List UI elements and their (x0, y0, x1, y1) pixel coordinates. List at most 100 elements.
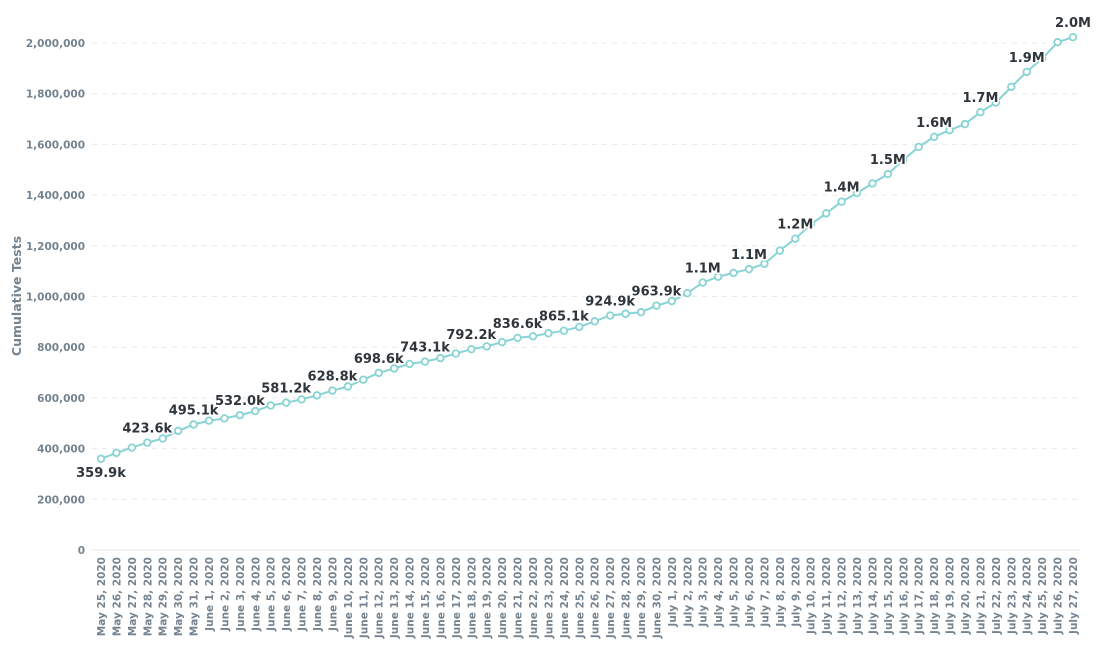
data-label: 1.9M (1009, 51, 1045, 66)
data-point (220, 414, 229, 423)
x-tick-label: June 9, 2020 (327, 557, 339, 632)
x-tick-label: June 7, 2020 (297, 557, 309, 632)
data-point (528, 332, 538, 341)
data-point (590, 317, 599, 326)
data-label: 1.6M (916, 116, 952, 131)
data-label: 359.9k (76, 466, 126, 481)
data-point (760, 259, 769, 268)
x-tick-label: May 26, 2020 (111, 557, 123, 636)
x-tick-label: June 8, 2020 (312, 557, 324, 632)
data-point (945, 126, 954, 135)
x-tick-label: June 6, 2020 (281, 557, 293, 632)
data-point (112, 448, 121, 458)
data-point (405, 359, 414, 369)
data-point (436, 353, 445, 363)
y-tick-label: 0 (78, 545, 85, 557)
data-point (868, 179, 877, 188)
x-tick-label: June 16, 2020 (435, 557, 447, 639)
data-point (281, 398, 291, 407)
data-label: 698.6k (354, 352, 404, 367)
x-tick-label: June 20, 2020 (497, 557, 509, 639)
x-tick-label: June 25, 2020 (574, 557, 586, 639)
x-tick-label: May 25, 2020 (96, 557, 108, 636)
series-line (100, 36, 1074, 460)
x-tick-label: July 24, 2020 (1022, 557, 1034, 635)
y-tick-label: 600,000 (37, 393, 85, 405)
x-tick-label: July 16, 2020 (898, 557, 910, 635)
series-cumulative-tests (96, 32, 1078, 463)
data-point (976, 108, 985, 117)
x-tick-label: May 29, 2020 (158, 557, 170, 636)
x-tick-label: July 6, 2020 (744, 557, 756, 628)
x-tick-label: June 17, 2020 (451, 557, 463, 639)
x-tick-label: July 2, 2020 (682, 557, 694, 628)
x-tick-label: June 11, 2020 (358, 557, 370, 639)
y-tick-label: 200,000 (37, 494, 85, 506)
data-point (1068, 32, 1078, 42)
x-tick-label: June 13, 2020 (389, 557, 401, 639)
x-tick-label: June 3, 2020 (235, 557, 247, 632)
gridlines (92, 42, 1080, 551)
x-tick-label: June 27, 2020 (605, 557, 617, 639)
x-tick-label: May 30, 2020 (173, 557, 185, 636)
data-point (621, 309, 630, 318)
x-tick-label: June 10, 2020 (343, 557, 355, 639)
x-tick-label: July 8, 2020 (775, 557, 787, 628)
x-tick-label: July 22, 2020 (991, 557, 1003, 635)
y-tick-label: 1,400,000 (26, 190, 85, 202)
data-point (451, 349, 461, 358)
x-tick-label: June 2, 2020 (219, 557, 231, 632)
data-point (821, 209, 831, 218)
x-axis-ticks: May 25, 2020 May 26, 2020 May 27, 2020 May … (96, 557, 1080, 639)
data-label: 1.5M (870, 153, 906, 168)
x-tick-label: June 26, 2020 (590, 557, 602, 639)
data-label: 963.9k (632, 285, 682, 300)
data-label: 2.0M (1055, 16, 1091, 31)
y-axis-label: Cumulative Tests (9, 236, 24, 356)
data-label: 924.9k (585, 295, 635, 310)
data-label: 581.2k (261, 382, 311, 397)
y-tick-label: 1,200,000 (26, 241, 85, 253)
data-point (806, 220, 815, 229)
x-tick-label: July 25, 2020 (1037, 557, 1049, 635)
x-tick-label: June 24, 2020 (559, 557, 571, 639)
data-point (791, 234, 800, 243)
data-point (775, 246, 785, 255)
data-point (1007, 82, 1016, 92)
data-point (1053, 38, 1062, 47)
data-point (1022, 67, 1031, 77)
data-point (374, 368, 383, 378)
data-point (266, 401, 275, 410)
x-tick-label: July 15, 2020 (883, 557, 895, 635)
data-point (605, 311, 615, 320)
x-tick-label: July 13, 2020 (852, 557, 864, 635)
x-tick-label: June 23, 2020 (543, 557, 555, 639)
data-label: 423.6k (122, 422, 172, 437)
x-tick-label: July 12, 2020 (837, 557, 849, 635)
data-point (189, 420, 198, 429)
data-point (297, 395, 306, 404)
data-point (251, 406, 260, 416)
x-tick-label: May 27, 2020 (127, 557, 139, 636)
data-point (312, 391, 322, 400)
data-point (729, 268, 738, 278)
x-tick-label: July 9, 2020 (790, 557, 802, 628)
data-point (389, 364, 399, 373)
y-tick-label: 2,000,000 (26, 38, 85, 50)
data-label: 628.8k (308, 370, 358, 385)
x-tick-label: June 29, 2020 (636, 557, 648, 639)
x-tick-label: May 31, 2020 (189, 557, 201, 636)
data-point (899, 155, 908, 165)
x-tick-label: June 18, 2020 (466, 557, 478, 639)
data-point (636, 308, 646, 317)
x-tick-label: July 5, 2020 (729, 557, 741, 628)
x-tick-label: June 22, 2020 (528, 557, 540, 639)
data-point (158, 434, 167, 443)
data-point (420, 357, 430, 366)
data-point (328, 386, 337, 395)
data-point (204, 416, 214, 425)
data-point (359, 375, 368, 384)
x-tick-label: July 23, 2020 (1006, 557, 1018, 635)
